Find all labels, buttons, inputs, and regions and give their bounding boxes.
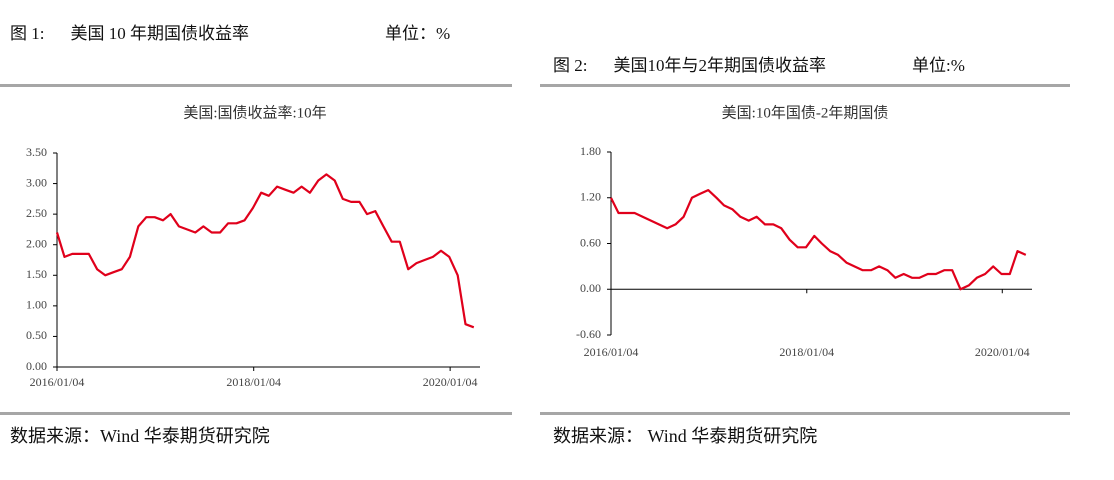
figure-label: 图 1: — [10, 24, 45, 43]
y-tick-label: 3.50 — [26, 145, 47, 159]
y-tick-label: 1.00 — [26, 298, 47, 312]
y-tick-label: 0.60 — [580, 235, 601, 249]
data-line — [610, 189, 1027, 291]
figure-caption: 图 1: 美国 10 年期国债收益率 单位：% — [10, 18, 480, 50]
y-tick-label: 2.50 — [26, 206, 47, 220]
figure-label: 图 2: — [553, 56, 588, 75]
x-tick-label: 2016/01/04 — [30, 375, 85, 389]
x-tick-label: 2018/01/04 — [226, 375, 281, 389]
rule — [540, 84, 1070, 87]
figure-unit: 单位:% — [911, 56, 965, 75]
x-tick-label: 2018/01/04 — [779, 345, 834, 359]
rule — [540, 412, 1070, 415]
figure-caption: 图 2: 美国10年与2年期国债收益率 单位:% — [553, 50, 1093, 82]
y-tick-label: 0.00 — [26, 359, 47, 373]
x-tick-label: 2016/01/04 — [584, 345, 639, 359]
y-tick-label: 3.00 — [26, 175, 47, 189]
chart-title: 美国:国债收益率:10年 — [183, 104, 326, 121]
figure-unit: 单位：% — [384, 24, 451, 43]
figure-title: 美国 10 年期国债收益率 — [70, 24, 249, 43]
source: 数据来源： Wind 华泰期货研究院 — [553, 426, 818, 446]
y-tick-label: 0.00 — [580, 281, 601, 295]
figure-title: 美国10年与2年期国债收益率 — [613, 56, 826, 75]
source: 数据来源：Wind 华泰期货研究院 — [10, 426, 270, 446]
y-tick-label: 1.50 — [26, 267, 47, 281]
y-tick-label: 2.00 — [26, 236, 47, 250]
y-tick-label: 1.20 — [580, 190, 601, 204]
x-tick-label: 2020/01/04 — [975, 345, 1030, 359]
chart-title: 美国:10年国债-2年期国债 — [722, 104, 889, 121]
rule — [0, 412, 512, 415]
x-tick-label: 2020/01/04 — [423, 375, 478, 389]
y-tick-label: -0.60 — [576, 327, 601, 341]
data-line — [55, 173, 475, 329]
rule — [0, 84, 512, 87]
y-tick-label: 1.80 — [580, 144, 601, 158]
y-tick-label: 0.50 — [26, 328, 47, 342]
